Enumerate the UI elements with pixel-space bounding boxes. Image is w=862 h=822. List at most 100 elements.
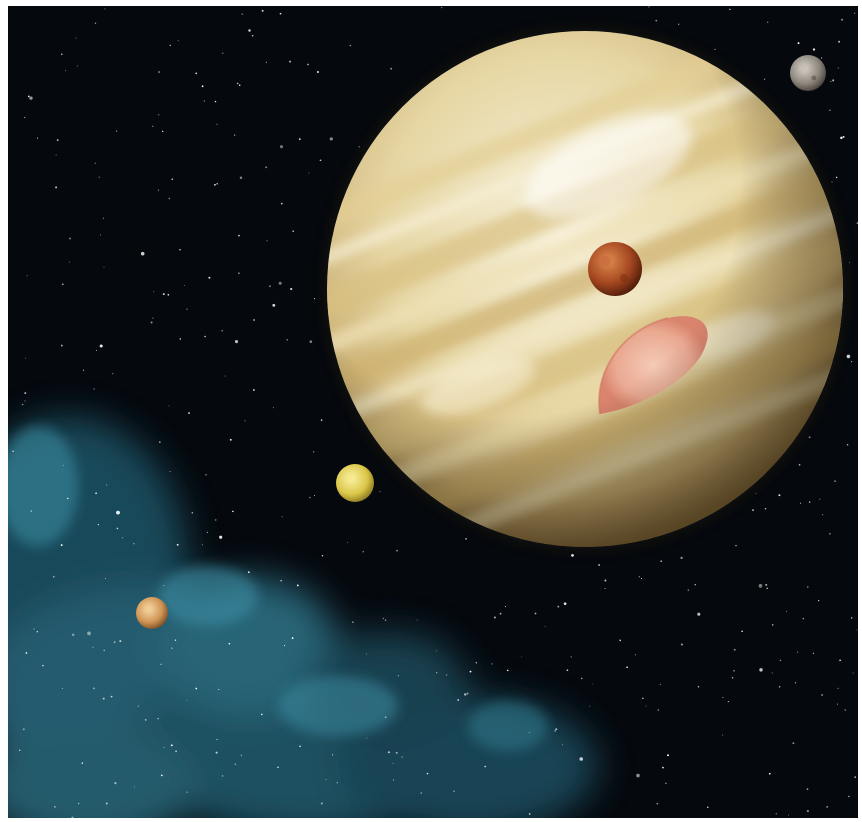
star xyxy=(186,699,188,701)
star xyxy=(729,8,731,11)
star xyxy=(280,202,283,205)
star xyxy=(203,100,205,102)
star xyxy=(771,624,774,626)
star xyxy=(152,125,154,128)
star xyxy=(238,234,240,237)
star xyxy=(365,653,367,655)
star xyxy=(387,751,390,754)
star xyxy=(830,80,832,82)
star xyxy=(265,61,267,63)
star xyxy=(735,544,737,547)
star xyxy=(808,501,811,503)
star xyxy=(426,772,429,775)
star xyxy=(727,700,730,703)
star xyxy=(157,189,159,191)
star xyxy=(680,643,683,646)
star xyxy=(133,786,135,788)
star xyxy=(463,693,467,696)
star xyxy=(222,52,224,55)
star xyxy=(18,749,21,752)
star xyxy=(133,542,135,545)
star xyxy=(457,699,460,701)
star xyxy=(329,137,333,141)
star xyxy=(856,222,858,225)
star xyxy=(856,629,858,631)
star xyxy=(186,791,188,793)
star xyxy=(778,494,781,497)
star xyxy=(794,682,797,684)
star xyxy=(842,135,845,138)
star xyxy=(491,663,493,665)
star xyxy=(837,703,838,705)
star xyxy=(42,664,44,667)
star xyxy=(697,612,701,616)
star xyxy=(265,166,268,169)
star xyxy=(244,420,246,422)
star xyxy=(272,303,276,307)
star xyxy=(839,659,841,662)
star xyxy=(160,774,163,777)
star xyxy=(277,766,279,768)
star xyxy=(835,176,838,179)
star xyxy=(52,575,55,578)
star xyxy=(358,146,360,148)
star xyxy=(67,497,69,500)
star xyxy=(105,578,107,580)
star xyxy=(82,369,85,371)
star xyxy=(321,555,324,557)
star xyxy=(466,692,469,695)
star xyxy=(657,709,660,711)
star xyxy=(298,138,301,141)
star xyxy=(566,669,569,672)
star xyxy=(722,696,724,698)
star xyxy=(140,251,145,256)
star xyxy=(392,779,395,781)
star xyxy=(604,579,607,582)
star xyxy=(528,732,530,734)
star xyxy=(638,576,640,578)
star xyxy=(626,666,629,669)
star xyxy=(308,172,310,174)
star xyxy=(640,577,643,580)
star xyxy=(741,630,743,632)
star xyxy=(775,813,777,815)
star xyxy=(99,344,103,348)
star xyxy=(453,790,455,792)
star xyxy=(266,240,268,242)
star xyxy=(416,619,418,621)
star xyxy=(592,683,594,685)
star xyxy=(320,419,323,421)
star xyxy=(62,464,64,466)
star xyxy=(24,392,27,395)
star xyxy=(309,496,311,499)
star xyxy=(162,130,164,133)
star xyxy=(162,293,165,296)
star xyxy=(229,438,232,441)
star-field xyxy=(12,6,858,818)
star xyxy=(208,276,211,279)
star xyxy=(60,344,63,347)
star xyxy=(114,781,117,785)
star xyxy=(253,319,256,321)
star xyxy=(397,675,399,677)
star xyxy=(53,805,56,808)
star xyxy=(26,275,28,277)
star xyxy=(441,6,443,9)
star xyxy=(309,340,313,343)
star xyxy=(846,444,849,446)
star xyxy=(24,357,26,359)
star xyxy=(22,728,25,731)
star xyxy=(71,816,74,818)
star xyxy=(60,53,63,56)
star xyxy=(110,695,113,698)
star xyxy=(221,329,223,332)
star xyxy=(179,338,182,340)
star xyxy=(36,137,39,139)
star xyxy=(818,600,820,602)
star xyxy=(137,705,139,707)
star xyxy=(557,605,560,608)
star xyxy=(292,230,294,232)
star xyxy=(77,802,80,805)
star xyxy=(554,730,556,732)
star xyxy=(850,617,853,619)
